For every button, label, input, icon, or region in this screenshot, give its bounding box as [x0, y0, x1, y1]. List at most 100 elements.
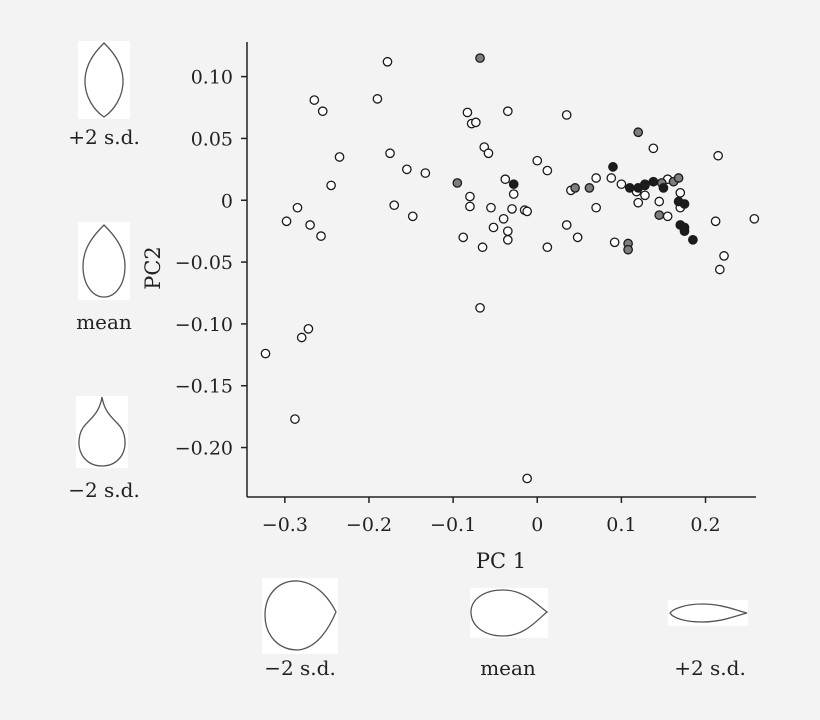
y-tick-label: 0 [221, 190, 233, 212]
scatter-point-open-point [719, 251, 729, 261]
x-tick-label: −0.1 [430, 514, 476, 536]
scatter-point-open-point [714, 264, 725, 275]
scatter-point-grey-point [475, 53, 485, 63]
scatter-point-open-point [532, 155, 543, 166]
scatter-point-open-point [522, 473, 533, 484]
scatter-point-grey-point [623, 244, 633, 255]
scatter-point-open-point [508, 189, 519, 199]
scatter-point-open-point [389, 200, 400, 211]
scatter-point-open-point [749, 213, 760, 224]
scatter-point-black-point [648, 176, 659, 187]
scatter-point-open-point [675, 187, 686, 198]
scatter-point-black-point [508, 179, 519, 190]
scatter-point-black-point [658, 183, 669, 193]
scatter-point-open-point [542, 165, 553, 176]
scatter-point-open-point [465, 191, 475, 202]
pc1-plus-2sd-label: +2 s.d. [674, 656, 746, 680]
scatter-point-open-point [309, 95, 320, 105]
scatter-point-open-point [316, 231, 326, 241]
scatter-point-open-point [640, 190, 650, 201]
scatter-point-open-point [662, 211, 673, 222]
scatter-points [260, 53, 760, 484]
scatter-point-grey-point [584, 183, 595, 193]
scatter-point-open-point [713, 150, 723, 161]
scatter-point-open-point [502, 106, 513, 117]
scatter-point-open-point [477, 242, 488, 253]
scatter-point-open-point [260, 348, 271, 359]
scatter-point-open-point [296, 332, 307, 343]
scatter-point-open-point [465, 201, 475, 212]
scatter-point-open-point [591, 202, 601, 213]
pc1-mean-label: mean [480, 656, 536, 680]
pc1-mean-shape [470, 588, 549, 638]
scatter-point-open-point [462, 107, 473, 118]
scatter-point-open-point [633, 197, 644, 208]
scatter-point-black-point [688, 234, 698, 245]
scatter-point-open-point [591, 173, 601, 183]
x-axis-title: PC 1 [476, 549, 526, 573]
x-tick-label: 0.2 [690, 514, 720, 536]
scatter-point-open-point [507, 204, 517, 214]
scatter-point-open-point [458, 232, 469, 243]
scatter-point-black-point [624, 183, 635, 193]
scatter-point-grey-point [633, 127, 644, 138]
scatter-point-black-point [608, 162, 618, 172]
scatter-point-open-point [402, 164, 412, 175]
scatter-point-open-point [382, 56, 393, 67]
scatter-point-open-point [407, 211, 418, 222]
scatter-point-open-point [305, 220, 315, 230]
x-tick-label: 0 [531, 514, 543, 536]
scatter-point-open-point [572, 232, 583, 243]
scatter-point-open-point [616, 179, 627, 190]
pc1-minus-2sd-label: −2 s.d. [264, 656, 336, 680]
y-tick-label: −0.15 [175, 376, 233, 398]
x-tick-label: −0.2 [346, 514, 392, 536]
scatter-point-open-point [385, 148, 395, 159]
scatter-point-open-point [317, 106, 328, 117]
plot-axes [246, 42, 756, 498]
scatter-point-open-point [498, 213, 509, 224]
scatter-point-open-point [522, 206, 533, 217]
pc2-minus-2sd-label: −2 s.d. [68, 478, 140, 502]
scatter-point-open-point [372, 94, 383, 104]
scatter-point-open-point [542, 242, 553, 253]
scatter-point-black-point [640, 180, 650, 191]
pc2-mean-label: mean [76, 310, 132, 334]
scatter-point-open-point [475, 302, 485, 313]
x-tick-label: 0.1 [606, 514, 636, 536]
y-tick-label: −0.20 [175, 438, 233, 460]
scatter-point-grey-point [570, 183, 580, 193]
scatter-point-open-point [420, 168, 431, 178]
scatter-point-open-point [648, 143, 659, 154]
scatter-point-open-point [326, 180, 336, 191]
y-tick-label: −0.10 [175, 314, 233, 336]
scatter-point-grey-point [673, 173, 684, 183]
x-axis-ticks: −0.3 −0.2 −0.1 0 0.1 0.2 [262, 497, 721, 536]
scatter-point-black-point [679, 226, 690, 237]
scatter-point-open-point [609, 237, 620, 248]
pc2-mean-shape [78, 222, 130, 300]
scatter-point-open-point [303, 323, 314, 334]
pc1-minus-2sd-shape [262, 578, 338, 654]
scatter-point-open-point [290, 414, 300, 424]
scatter-point-open-point [470, 117, 481, 128]
y-tick-label: 0.10 [191, 67, 233, 89]
y-axis-title: PC2 [141, 246, 165, 290]
scatter-point-open-point [502, 226, 513, 237]
x-tick-label: −0.3 [262, 514, 308, 536]
pc2-plus-2sd-label: +2 s.d. [68, 125, 140, 149]
y-tick-label: −0.05 [175, 252, 233, 274]
scatter-point-open-point [500, 174, 511, 185]
scatter-point-open-point [502, 234, 513, 245]
scatter-point-open-point [561, 220, 572, 230]
scatter-point-open-point [654, 196, 665, 207]
scatter-point-grey-point [452, 178, 463, 188]
scatter-point-open-point [606, 173, 617, 183]
scatter-point-open-point [486, 202, 496, 213]
y-tick-label: 0.05 [191, 128, 233, 150]
pc1-plus-2sd-shape [668, 600, 748, 626]
scatter-point-open-point [281, 216, 292, 227]
scatter-point-open-point [488, 222, 499, 233]
scatter-point-open-point [334, 152, 345, 162]
